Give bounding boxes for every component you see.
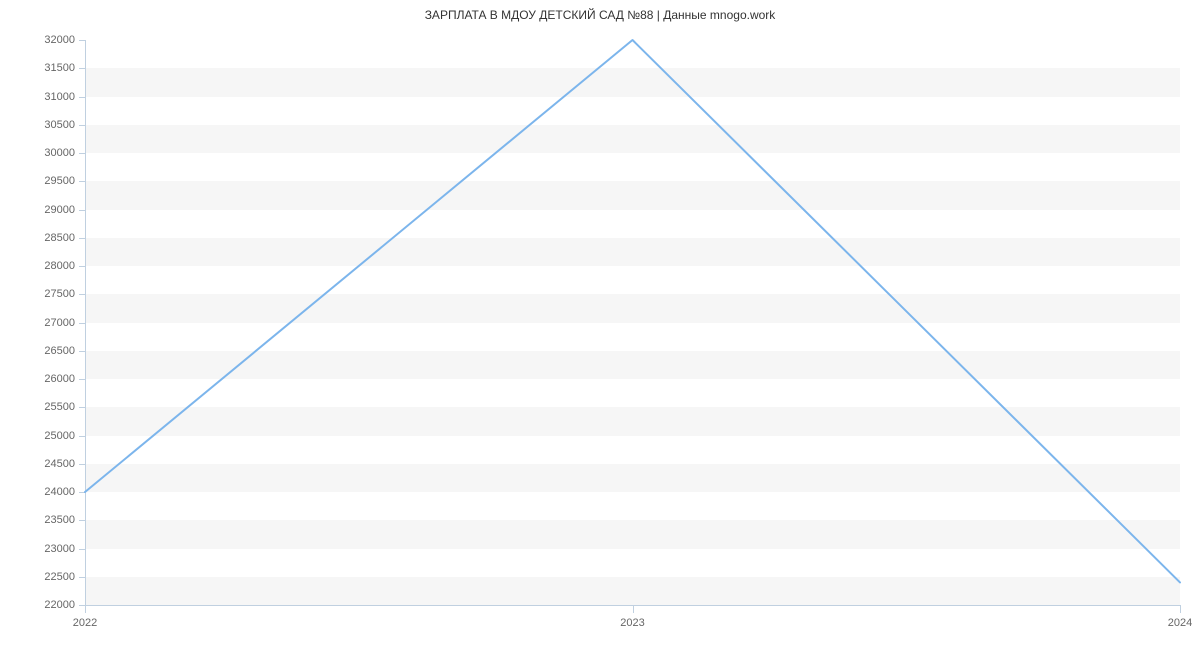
plot-area: 2200022500230002350024000245002500025500… xyxy=(85,40,1180,605)
y-tick-label: 31000 xyxy=(44,91,75,103)
y-tick-label: 25000 xyxy=(44,430,75,442)
series-line-salary xyxy=(85,40,1180,582)
y-tick-label: 28000 xyxy=(44,260,75,272)
x-tick-mark xyxy=(633,605,634,613)
x-tick-label: 2022 xyxy=(73,617,97,629)
x-tick-label: 2023 xyxy=(620,617,644,629)
x-tick-mark xyxy=(85,605,86,613)
y-tick-label: 30000 xyxy=(44,147,75,159)
y-tick-label: 29500 xyxy=(44,175,75,187)
line-layer xyxy=(85,40,1180,605)
y-tick-label: 23500 xyxy=(44,514,75,526)
y-tick-label: 28500 xyxy=(44,232,75,244)
y-tick-label: 24500 xyxy=(44,458,75,470)
y-tick-label: 32000 xyxy=(44,34,75,46)
y-tick-label: 26000 xyxy=(44,373,75,385)
x-tick-label: 2024 xyxy=(1168,617,1192,629)
y-tick-label: 23000 xyxy=(44,543,75,555)
y-tick-label: 25500 xyxy=(44,401,75,413)
y-tick-label: 24000 xyxy=(44,486,75,498)
y-tick-label: 22000 xyxy=(44,599,75,611)
y-tick-label: 31500 xyxy=(44,62,75,74)
y-tick-label: 30500 xyxy=(44,119,75,131)
y-tick-label: 27500 xyxy=(44,288,75,300)
salary-line-chart: ЗАРПЛАТА В МДОУ ДЕТСКИЙ САД №88 | Данные… xyxy=(0,0,1200,650)
y-tick-label: 27000 xyxy=(44,317,75,329)
chart-title: ЗАРПЛАТА В МДОУ ДЕТСКИЙ САД №88 | Данные… xyxy=(0,8,1200,22)
y-tick-label: 26500 xyxy=(44,345,75,357)
y-tick-label: 29000 xyxy=(44,204,75,216)
y-tick-label: 22500 xyxy=(44,571,75,583)
x-tick-mark xyxy=(1180,605,1181,613)
